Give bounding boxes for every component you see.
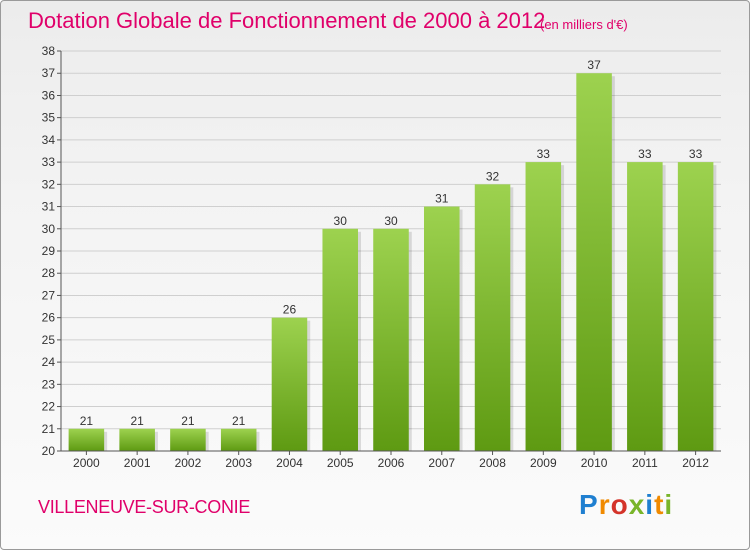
x-tick-label: 2007	[428, 456, 455, 470]
brand-letter: r	[598, 489, 611, 520]
chart-subtitle: (en milliers d'€)	[540, 17, 628, 32]
data-label: 21	[181, 414, 195, 428]
y-tick-label: 27	[42, 288, 56, 302]
y-tick-label: 29	[42, 244, 56, 258]
y-tick-label: 22	[42, 400, 56, 414]
y-tick-label: 36	[42, 88, 56, 102]
x-tick-label: 2006	[378, 456, 405, 470]
x-tick-label: 2009	[530, 456, 557, 470]
bar-2002	[170, 428, 206, 451]
data-label: 21	[232, 414, 246, 428]
axes	[57, 50, 721, 455]
x-tick-label: 2003	[225, 456, 252, 470]
bars	[68, 73, 717, 452]
data-label: 30	[384, 214, 398, 228]
y-tick-label: 21	[42, 422, 56, 436]
brand-letter: x	[628, 489, 646, 520]
data-label: 33	[537, 147, 551, 161]
commune-name: VILLENEUVE-SUR-CONIE	[38, 497, 251, 517]
y-tick-label: 26	[42, 311, 56, 325]
brand-letter: P	[579, 489, 599, 520]
brand-letter: t	[654, 489, 665, 520]
bar-2003	[220, 428, 257, 451]
data-label: 21	[130, 414, 144, 428]
data-label: 33	[689, 147, 703, 161]
proxiti-logo: Proxiti	[579, 489, 673, 521]
bar-2000	[68, 428, 105, 451]
y-tick-label: 31	[42, 200, 56, 214]
x-tick-label: 2012	[682, 456, 709, 470]
bar-2010	[576, 73, 612, 451]
bar-2007	[424, 206, 460, 451]
bar-2005	[322, 228, 358, 451]
bar-2004	[271, 317, 308, 451]
y-tick-label: 35	[42, 111, 56, 125]
data-label: 32	[486, 169, 500, 183]
x-tick-label: 2010	[581, 456, 608, 470]
y-tick-label: 37	[42, 66, 56, 80]
x-tick-label: 2004	[276, 456, 303, 470]
bar-2009	[525, 162, 562, 451]
y-tick-label: 28	[42, 266, 56, 280]
data-label: 33	[638, 147, 652, 161]
bar-2006	[373, 228, 409, 451]
x-tick-label: 2000	[73, 456, 100, 470]
y-tick-label: 24	[42, 355, 56, 369]
y-tick-label: 34	[42, 133, 56, 147]
y-tick-label: 38	[42, 44, 56, 58]
y-tick-label: 30	[42, 222, 56, 236]
chart-title: Dotation Globale de Fonctionnement de 20…	[28, 8, 546, 33]
data-label: 37	[587, 58, 601, 72]
x-tick-label: 2001	[124, 456, 151, 470]
y-tick-label: 32	[42, 177, 56, 191]
bar-2001	[119, 428, 155, 451]
x-tick-label: 2008	[479, 456, 506, 470]
x-tick-label: 2011	[632, 456, 658, 470]
brand-letter: i	[645, 489, 655, 520]
data-label: 26	[283, 303, 297, 317]
data-label: 30	[334, 214, 348, 228]
data-label: 21	[80, 414, 94, 428]
y-tick-label: 23	[42, 377, 56, 391]
x-tick-label: 2005	[327, 456, 354, 470]
y-tick-label: 33	[42, 155, 56, 169]
brand-letter: i	[664, 489, 674, 520]
labels: 20 21 22 23 24 25 26 27 28 29 30 31 32 33 34 35 36 37 38 21…	[42, 44, 710, 470]
y-tick-label: 25	[42, 333, 56, 347]
bar-2011	[627, 162, 663, 451]
bar-2012	[677, 162, 714, 451]
data-label: 31	[435, 192, 449, 206]
bar-2008	[474, 184, 511, 452]
x-tick-label: 2002	[175, 456, 202, 470]
y-tick-label: 20	[42, 444, 56, 458]
brand-letter: o	[610, 489, 629, 520]
